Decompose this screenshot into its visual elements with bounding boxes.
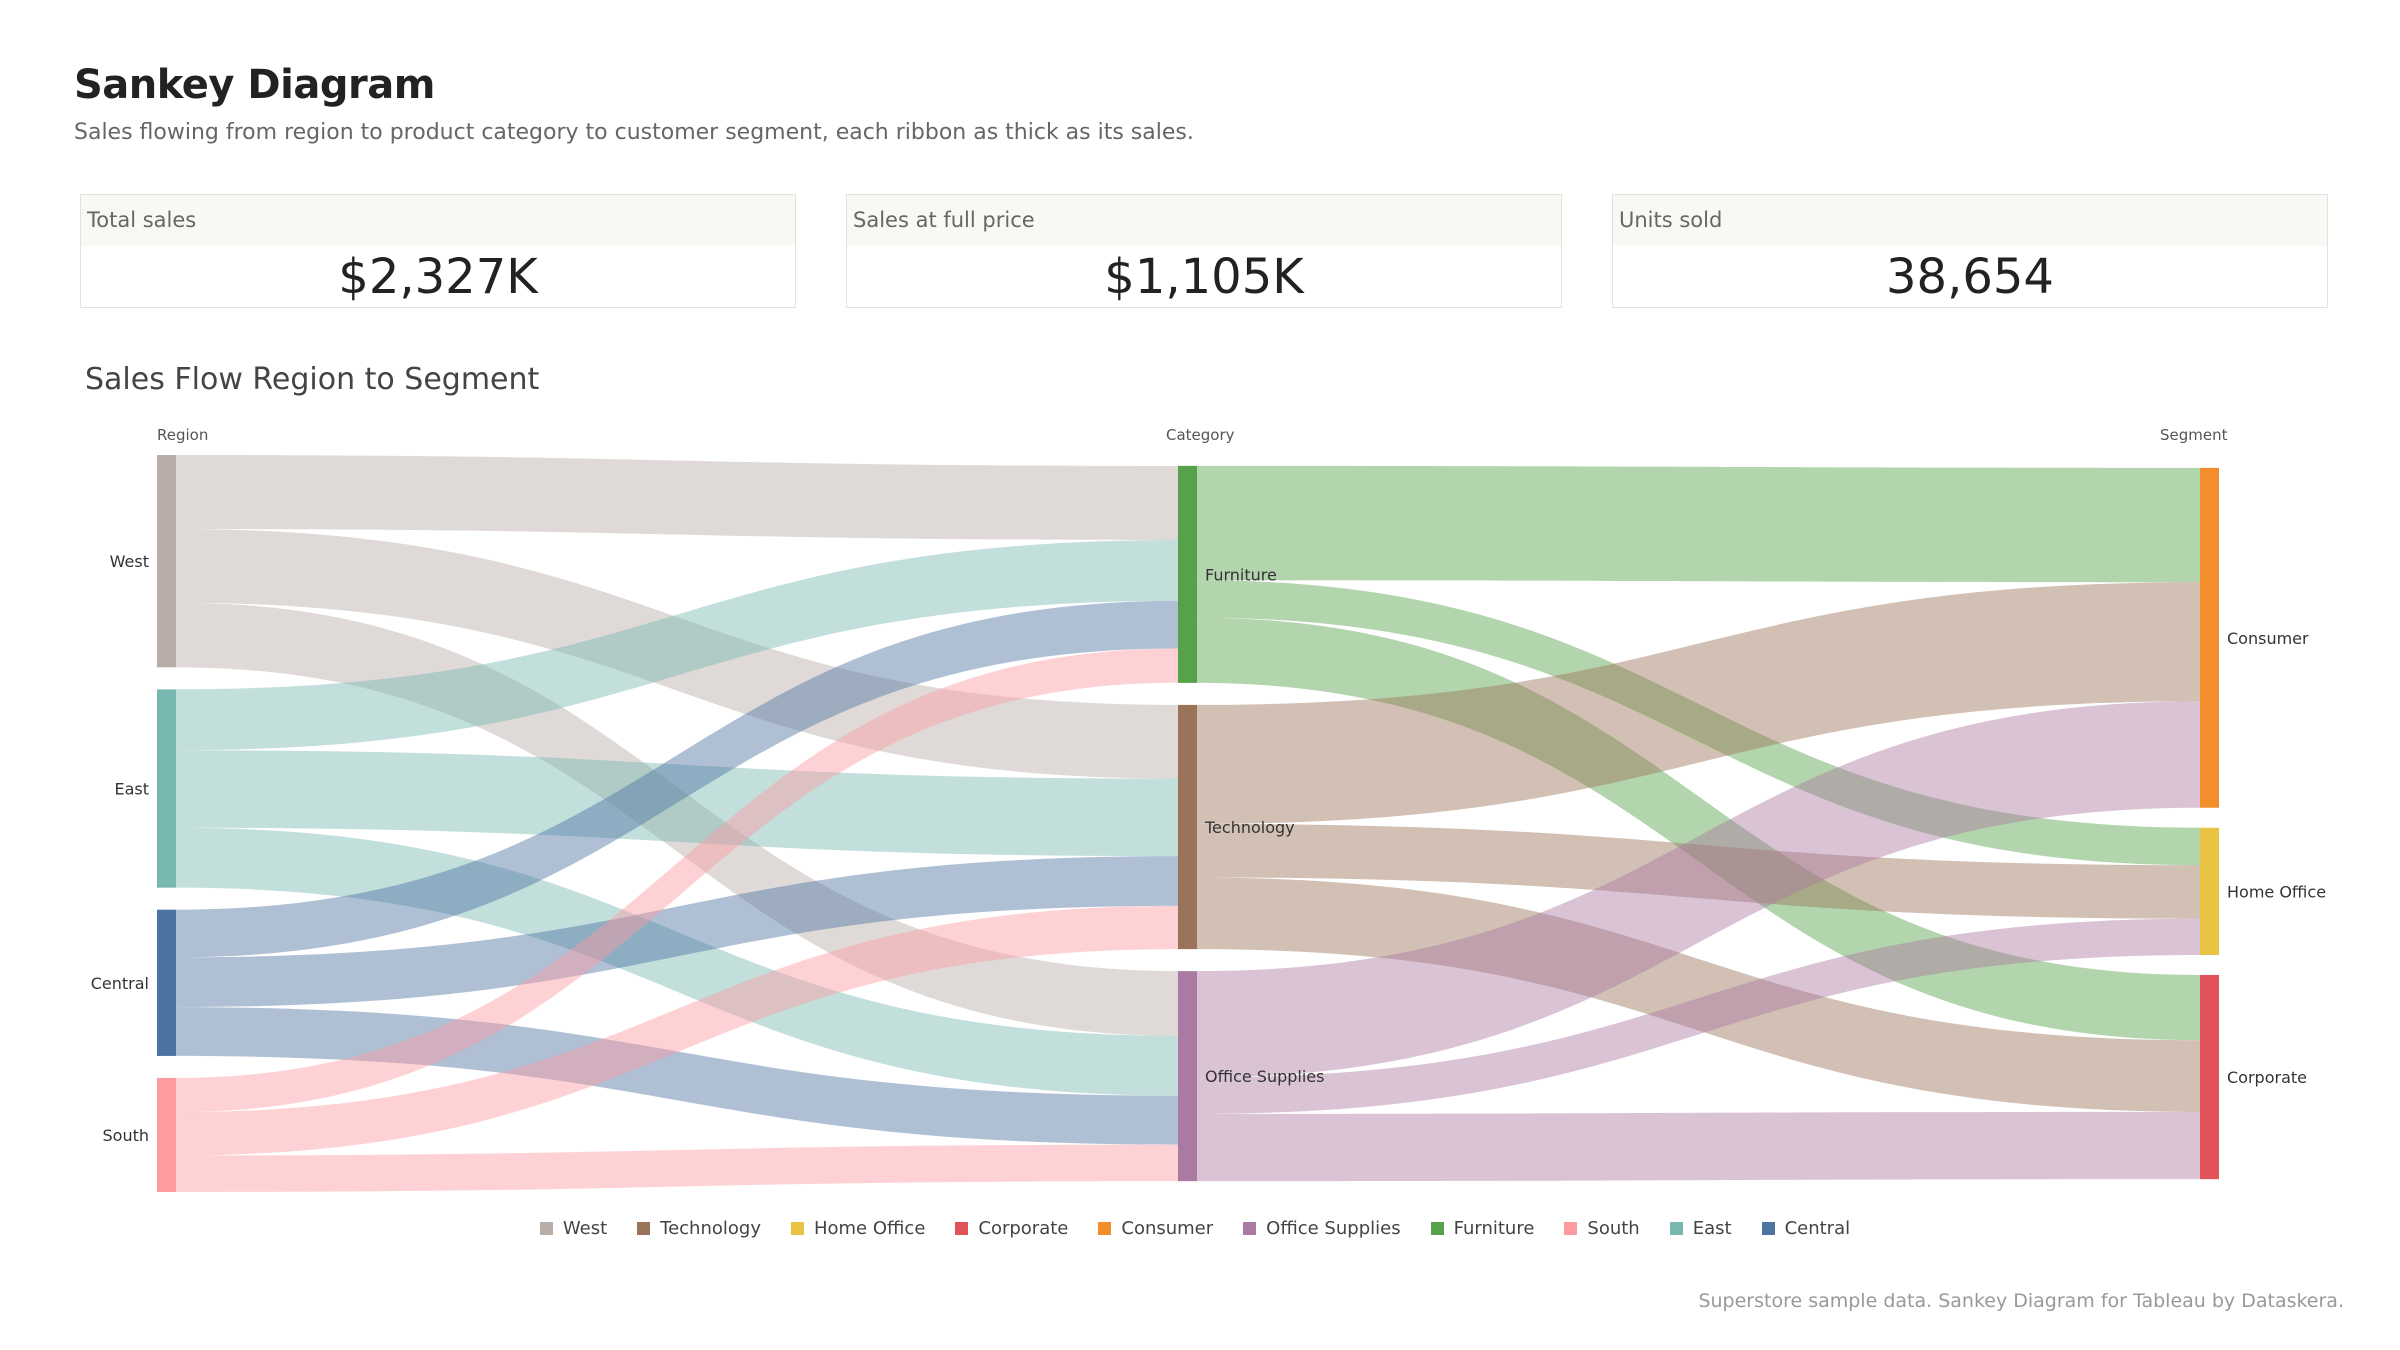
flow-east-to-office-supplies[interactable]	[176, 827, 1178, 1096]
node-label-office-supplies: Office Supplies	[1205, 1067, 1324, 1086]
kpi-card-full-price-sales: Sales at full price $1,105K	[846, 194, 1562, 308]
legend-label: Consumer	[1121, 1218, 1214, 1239]
legend-item-east[interactable]: East	[1660, 1218, 1732, 1239]
legend-label: Office Supplies	[1266, 1218, 1401, 1239]
legend-item-furniture[interactable]: Furniture	[1421, 1218, 1535, 1239]
flow-central-to-technology[interactable]	[176, 856, 1178, 1008]
legend-item-consumer[interactable]: Consumer	[1088, 1218, 1213, 1239]
node-label-furniture: Furniture	[1205, 565, 1277, 584]
flow-office-supplies-to-consumer[interactable]	[1197, 701, 2200, 1078]
flow-office-supplies-to-home-office[interactable]	[1197, 918, 2200, 1114]
kpi-card-total-sales: Total sales $2,327K	[80, 194, 796, 308]
flow-furniture-to-corporate[interactable]	[1197, 617, 2200, 1041]
chart-legend: West Technology Home Office Corporate Consum…	[0, 1218, 2400, 1239]
legend-item-south[interactable]: South	[1554, 1218, 1640, 1239]
flow-west-to-office-supplies[interactable]	[176, 602, 1178, 1036]
legend-label: Home Office	[813, 1218, 926, 1239]
legend-label: West	[562, 1218, 608, 1239]
node-west[interactable]	[157, 455, 176, 668]
node-corporate[interactable]	[2200, 974, 2219, 1180]
legend-label: South	[1587, 1218, 1640, 1239]
legend-item-home-office[interactable]: Home Office	[781, 1218, 925, 1239]
node-consumer[interactable]	[2200, 467, 2219, 808]
legend-swatch	[1098, 1222, 1112, 1235]
kpi-label: Units sold	[1613, 195, 2327, 246]
legend-swatch	[637, 1222, 651, 1235]
flow-south-to-furniture[interactable]	[176, 648, 1178, 1113]
node-label-home-office: Home Office	[2227, 882, 2326, 901]
flow-furniture-to-consumer[interactable]	[1197, 465, 2200, 583]
legend-label: East	[1692, 1218, 1732, 1239]
flow-east-to-furniture[interactable]	[176, 540, 1178, 751]
flow-technology-to-consumer[interactable]	[1197, 582, 2200, 824]
flow-technology-to-home-office[interactable]	[1197, 823, 2200, 919]
flow-office-supplies-to-corporate[interactable]	[1197, 1111, 2200, 1182]
page-title: Sankey Diagram	[74, 62, 435, 108]
legend-swatch	[1430, 1222, 1444, 1235]
node-central[interactable]	[157, 909, 176, 1056]
node-office-supplies[interactable]	[1178, 971, 1197, 1182]
kpi-value: $2,327K	[338, 249, 538, 305]
legend-item-west[interactable]: West	[530, 1218, 607, 1239]
legend-label: Central	[1784, 1218, 1851, 1239]
kpi-value: $1,105K	[1104, 249, 1304, 305]
legend-item-central[interactable]: Central	[1752, 1218, 1851, 1239]
node-label-corporate: Corporate	[2227, 1068, 2307, 1087]
legend-label: Corporate	[978, 1218, 1069, 1239]
node-south[interactable]	[157, 1077, 176, 1192]
legend-swatch	[1761, 1222, 1775, 1235]
legend-swatch	[1243, 1222, 1257, 1235]
page-subtitle: Sales flowing from region to product cat…	[74, 120, 1194, 145]
footer-note: Superstore sample data. Sankey Diagram f…	[1698, 1290, 2344, 1312]
legend-item-office-supplies[interactable]: Office Supplies	[1233, 1218, 1401, 1239]
node-home-office[interactable]	[2200, 827, 2219, 955]
node-label-central: Central	[91, 974, 149, 993]
chart-title: Sales Flow Region to Segment	[85, 362, 540, 397]
legend-swatch	[1564, 1222, 1578, 1235]
kpi-label: Total sales	[81, 195, 795, 246]
stage-header-region: Region	[157, 426, 208, 444]
flow-furniture-to-home-office[interactable]	[1197, 580, 2200, 866]
flow-west-to-furniture[interactable]	[176, 455, 1178, 541]
node-label-technology: Technology	[1204, 818, 1295, 837]
flow-central-to-furniture[interactable]	[176, 600, 1178, 958]
stage-header-segment: Segment	[2160, 426, 2228, 444]
legend-item-corporate[interactable]: Corporate	[945, 1218, 1068, 1239]
kpi-card-units-sold: Units sold 38,654	[1612, 194, 2328, 308]
kpi-value: 38,654	[1886, 249, 2054, 305]
legend-label: Furniture	[1453, 1218, 1535, 1239]
flow-west-to-technology[interactable]	[176, 529, 1178, 779]
flow-south-to-office-supplies[interactable]	[176, 1144, 1178, 1192]
node-technology[interactable]	[1178, 704, 1197, 950]
legend-item-technology[interactable]: Technology	[627, 1218, 761, 1239]
node-label-west: West	[110, 552, 149, 571]
legend-swatch	[539, 1222, 553, 1235]
legend-swatch	[955, 1222, 969, 1235]
node-label-south: South	[103, 1126, 150, 1145]
node-furniture[interactable]	[1178, 465, 1197, 683]
node-label-east: East	[114, 780, 149, 799]
legend-swatch	[790, 1222, 804, 1235]
flow-technology-to-corporate[interactable]	[1197, 877, 2200, 1112]
legend-swatch	[1669, 1222, 1683, 1235]
node-label-consumer: Consumer	[2227, 629, 2309, 648]
flow-central-to-office-supplies[interactable]	[176, 1007, 1178, 1145]
flow-south-to-technology[interactable]	[176, 905, 1178, 1156]
legend-label: Technology	[660, 1218, 761, 1239]
kpi-label: Sales at full price	[847, 195, 1561, 246]
flow-east-to-technology[interactable]	[176, 750, 1178, 857]
node-east[interactable]	[157, 689, 176, 888]
stage-header-category: Category	[1166, 426, 1235, 444]
